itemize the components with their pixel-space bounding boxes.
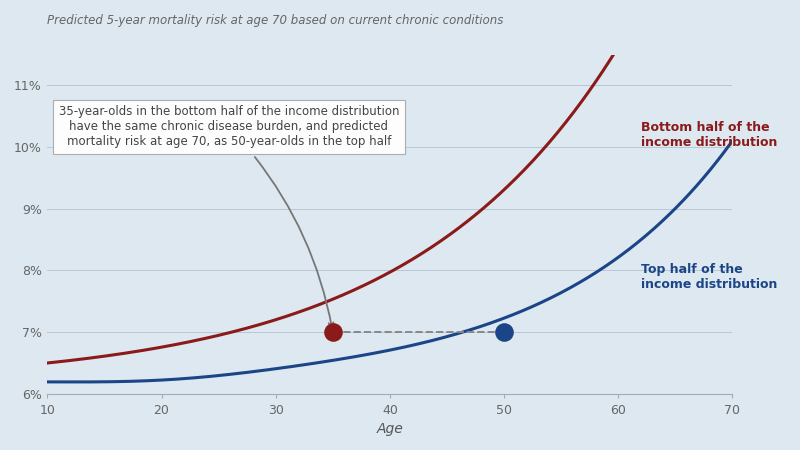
Text: 35-year-olds in the bottom half of the income distribution
have the same chronic: 35-year-olds in the bottom half of the i…	[58, 105, 399, 328]
Text: Top half of the
income distribution: Top half of the income distribution	[641, 263, 778, 291]
Text: Bottom half of the
income distribution: Bottom half of the income distribution	[641, 121, 778, 149]
X-axis label: Age: Age	[377, 422, 403, 436]
Point	[498, 328, 510, 336]
Text: Predicted 5-year mortality risk at age 70 based on current chronic conditions: Predicted 5-year mortality risk at age 7…	[47, 14, 504, 27]
Point	[326, 328, 339, 336]
